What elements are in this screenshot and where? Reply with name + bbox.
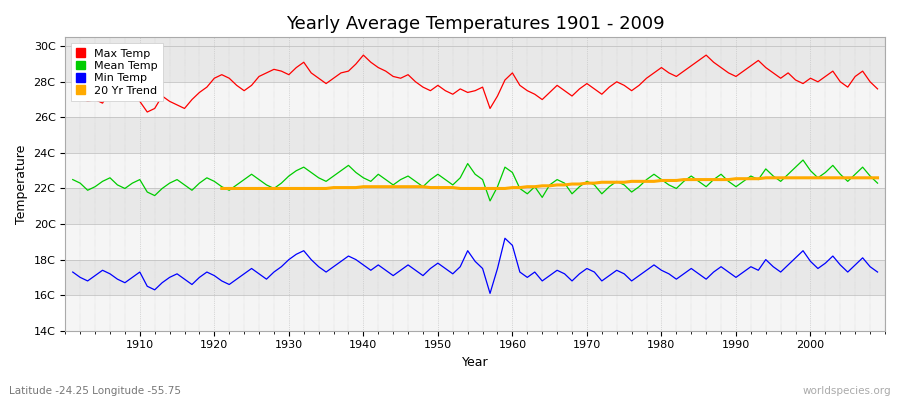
Bar xyxy=(66,82,885,117)
Y-axis label: Temperature: Temperature xyxy=(15,144,28,224)
Text: worldspecies.org: worldspecies.org xyxy=(803,386,891,396)
Title: Yearly Average Temperatures 1901 - 2009: Yearly Average Temperatures 1901 - 2009 xyxy=(286,15,664,33)
X-axis label: Year: Year xyxy=(462,356,489,369)
Text: Latitude -24.25 Longitude -55.75: Latitude -24.25 Longitude -55.75 xyxy=(9,386,181,396)
Bar xyxy=(66,224,885,260)
Legend: Max Temp, Mean Temp, Min Temp, 20 Yr Trend: Max Temp, Mean Temp, Min Temp, 20 Yr Tre… xyxy=(71,43,163,101)
Bar xyxy=(66,153,885,188)
Bar xyxy=(66,295,885,331)
